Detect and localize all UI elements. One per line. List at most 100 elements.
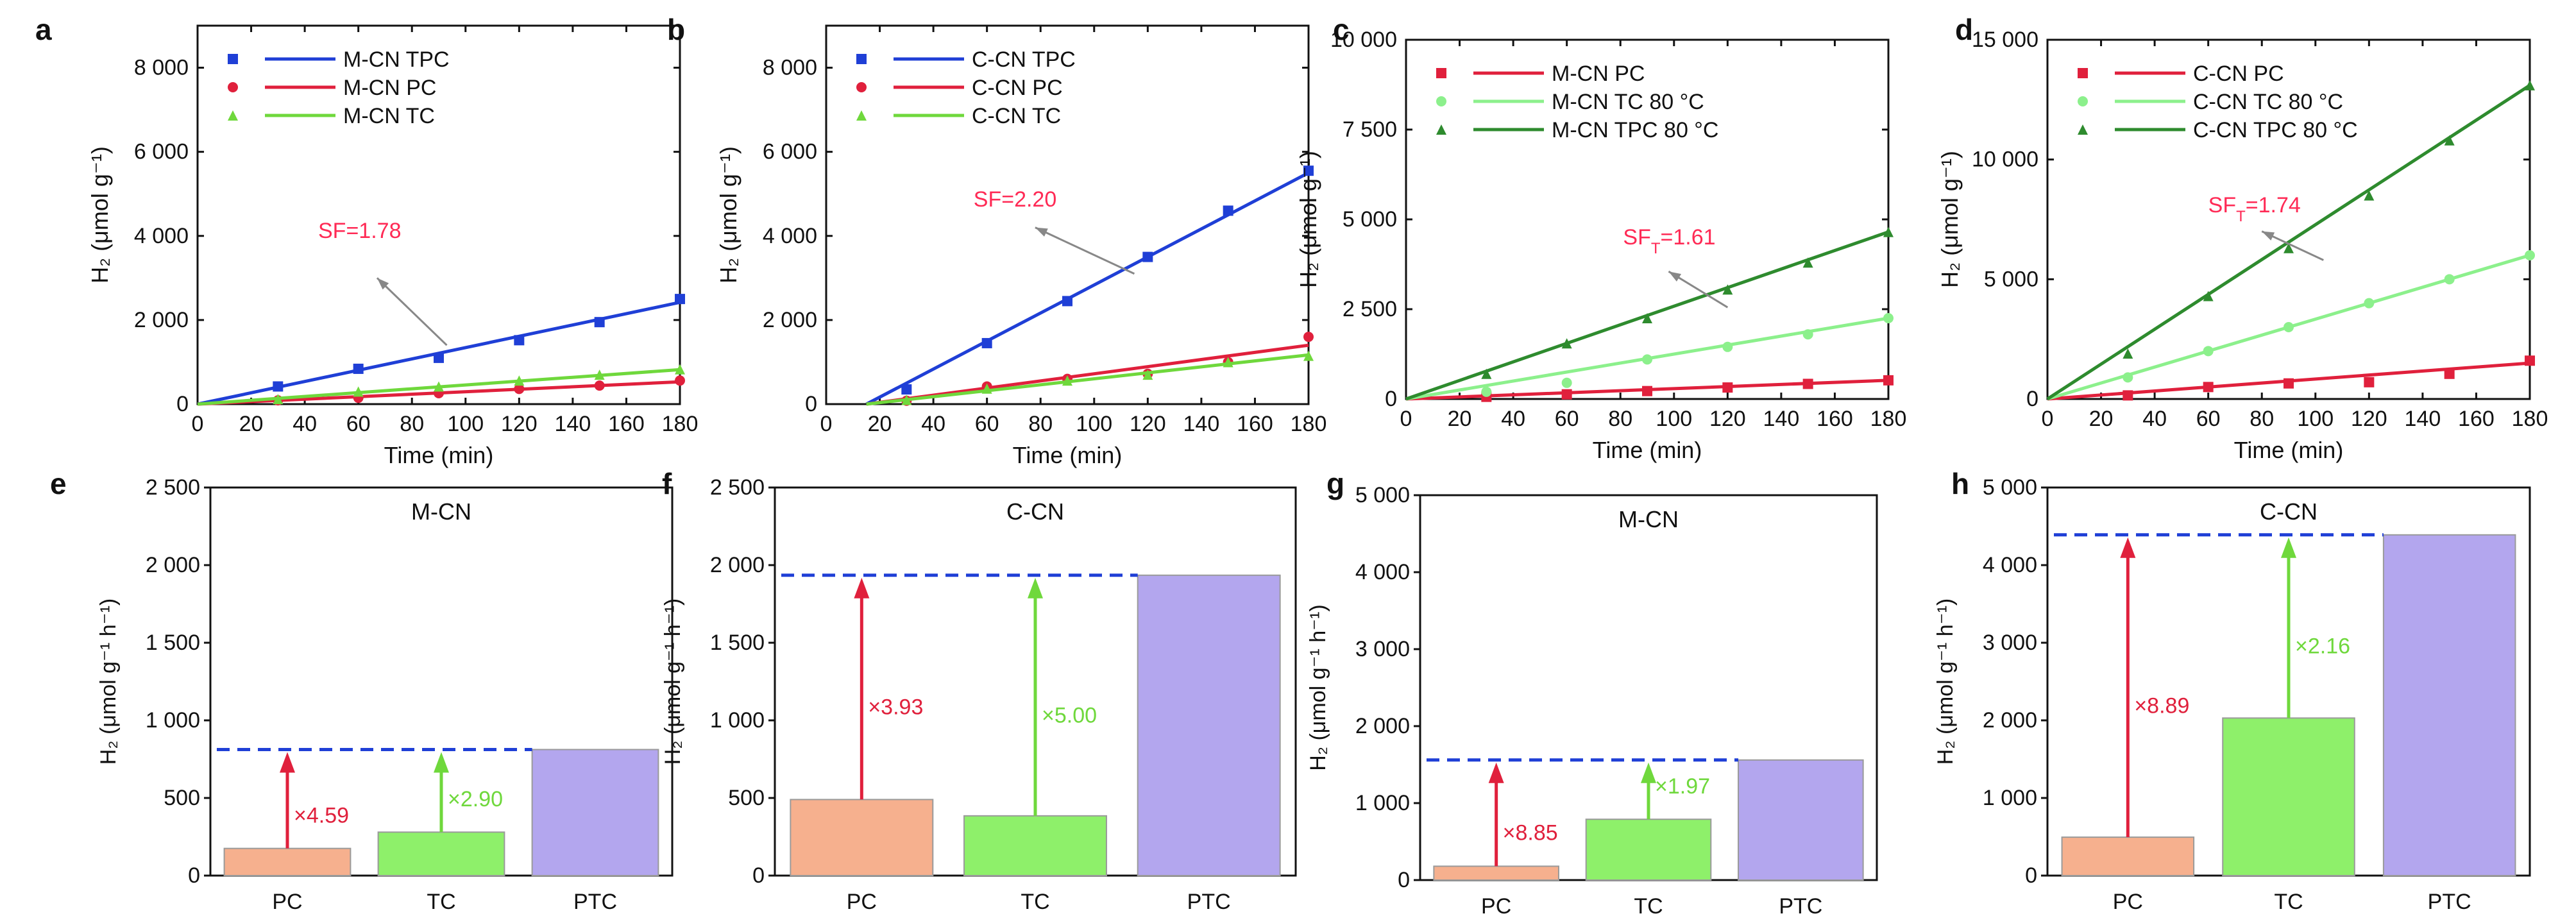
x-tick-label: TC	[2274, 890, 2303, 914]
x-tick-label: 100	[1656, 407, 1692, 431]
panel-label-e: e	[50, 467, 67, 500]
x-tick-label: 120	[2351, 407, 2387, 431]
y-tick-label: 0	[805, 392, 817, 416]
bar-ptc	[1137, 574, 1281, 876]
data-point	[2284, 378, 2294, 389]
data-point	[2364, 190, 2375, 201]
x-tick-label: 20	[868, 412, 892, 436]
legend-marker-1	[1436, 96, 1446, 106]
data-point	[1722, 341, 1733, 352]
data-point	[1642, 354, 1652, 365]
legend-marker-2	[1436, 124, 1446, 135]
data-point	[1883, 313, 1894, 323]
ratio-label-1: ×2.90	[448, 787, 503, 811]
y-tick-label: 15 000	[1972, 28, 2038, 52]
x-tick-label: PC	[847, 890, 877, 914]
annotation-arrowhead	[377, 278, 389, 290]
data-point	[2525, 355, 2535, 366]
x-tick-label: 60	[346, 412, 371, 436]
x-tick-label: 80	[1608, 407, 1632, 431]
bar-tc	[377, 831, 505, 876]
y-axis-label: H₂ (μmol g⁻¹ h⁻¹)	[1933, 598, 1958, 765]
data-point	[675, 294, 685, 305]
chart-title: C-CN	[1006, 498, 1064, 525]
x-tick-label: 180	[1291, 412, 1327, 436]
data-point	[2444, 368, 2455, 379]
y-tick-label: 0	[176, 392, 189, 416]
legend-label-2: M-CN TPC 80 °C	[1552, 118, 1718, 142]
bar-pc	[2061, 836, 2195, 876]
x-tick-label: 80	[1028, 412, 1053, 436]
ratio-arrowhead-0	[854, 577, 870, 598]
x-tick-label: PC	[272, 890, 302, 914]
data-point	[2203, 291, 2214, 301]
data-point	[353, 363, 364, 374]
ratio-label-0: ×8.85	[1503, 821, 1558, 845]
chart-title: C-CN	[2260, 498, 2318, 525]
data-point	[1481, 386, 1492, 397]
x-tick-label: TC	[427, 890, 455, 914]
data-point	[2284, 322, 2294, 332]
annotation-label: SFT=1.61	[1623, 225, 1715, 257]
data-point	[1802, 378, 1813, 389]
data-point	[2284, 242, 2294, 253]
chart-g: g 0 1 000 2 000 3 000 4 000 5 000 H₂ (μmol g⁻¹ …	[1306, 467, 1878, 916]
panel-label-g: g	[1326, 467, 1344, 500]
data-point	[2364, 298, 2375, 309]
data-point	[514, 375, 525, 386]
data-point	[1223, 357, 1233, 368]
y-tick-label: 0	[752, 863, 765, 888]
x-tick-label: 40	[1501, 407, 1525, 431]
annotation-arrow	[1035, 226, 1135, 275]
legend-label-0: M-CN PC	[1552, 62, 1645, 86]
x-axis-label: Time (min)	[1013, 442, 1123, 468]
bar-ptc	[2382, 534, 2516, 876]
chart-h: h 0 1 000 2 000 3 000 4 000 5 000 H₂ (μmol g⁻¹ …	[1933, 467, 2531, 914]
x-tick-label: 20	[1448, 407, 1472, 431]
y-tick-label: 8 000	[763, 56, 817, 80]
y-tick-label: 4 000	[1355, 560, 1410, 584]
ratio-label-0: ×3.93	[868, 695, 923, 720]
y-tick-label: 6 000	[134, 140, 189, 164]
legend-label-1: C-CN PC	[972, 76, 1063, 100]
x-tick-label: 100	[447, 412, 484, 436]
y-tick-label: 3 000	[1355, 637, 1410, 661]
annotation-label: SFT=1.74	[2208, 193, 2301, 225]
y-tick-label: 0	[2026, 387, 2038, 411]
bar-ptc	[1738, 759, 1864, 881]
bar-pc	[223, 847, 352, 877]
data-point	[1062, 375, 1072, 386]
y-tick-label: 1 000	[1355, 791, 1410, 815]
y-tick-label: 2 000	[763, 308, 817, 332]
legend-marker-1	[2078, 96, 2088, 106]
y-tick-label: 5 000	[1984, 267, 2038, 291]
x-tick-label: PC	[1481, 894, 1511, 916]
y-tick-label: 7 500	[1343, 117, 1397, 142]
y-tick-label: 4 000	[1983, 553, 2037, 577]
y-tick-label: 2 000	[134, 308, 189, 332]
data-point	[273, 381, 284, 392]
x-tick-label: 120	[1130, 412, 1166, 436]
data-point	[434, 381, 444, 392]
x-tick-label: 140	[555, 412, 591, 436]
y-tick-label: 2 000	[1983, 708, 2037, 733]
x-tick-label: PTC	[1187, 890, 1231, 914]
ratio-label-0: ×8.89	[2134, 693, 2189, 718]
legend-marker-0	[856, 54, 867, 64]
y-tick-label: 1 000	[710, 708, 765, 733]
data-point	[353, 386, 364, 397]
panel-label-b: b	[667, 13, 685, 46]
data-point	[675, 364, 685, 375]
data-point	[273, 394, 284, 405]
y-tick-label: 10 000	[1330, 28, 1397, 52]
chart-d: d 0 20 40 60 80 100 120 140 160 180 0 5 000 10 000 15 …	[1936, 13, 2548, 463]
x-tick-label: 120	[1709, 407, 1746, 431]
x-tick-label: 100	[2297, 407, 2334, 431]
y-tick-label: 1 500	[146, 631, 200, 655]
x-tick-label: 0	[820, 412, 833, 436]
y-tick-label: 0	[1398, 868, 1410, 892]
data-point	[594, 317, 605, 328]
data-point	[1883, 226, 1894, 237]
data-point	[1561, 377, 1572, 388]
bar-ptc	[531, 749, 659, 876]
